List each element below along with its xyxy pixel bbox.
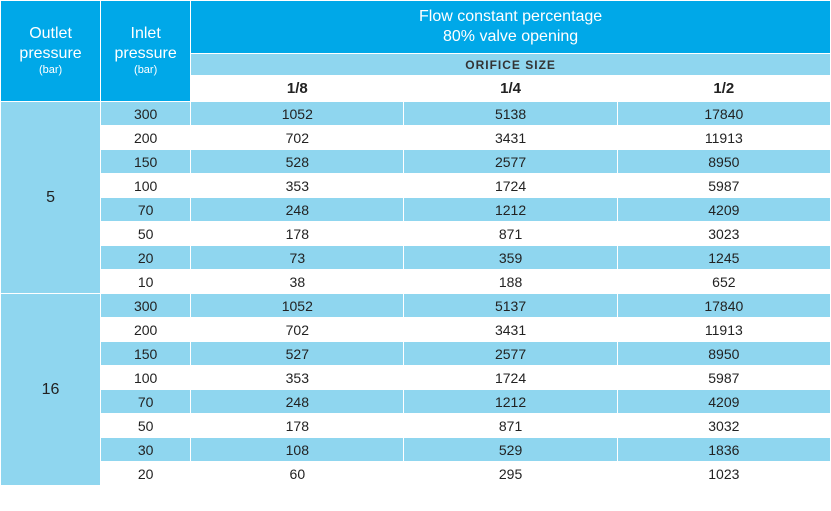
flow-value: 3431 bbox=[404, 318, 617, 342]
flow-value: 295 bbox=[404, 462, 617, 486]
inlet-pressure-value: 300 bbox=[101, 102, 191, 126]
inlet-pressure-value: 10 bbox=[101, 270, 191, 294]
flow-value: 702 bbox=[191, 318, 404, 342]
flow-value: 8950 bbox=[617, 342, 830, 366]
flow-value: 3023 bbox=[617, 222, 830, 246]
inlet-pressure-value: 200 bbox=[101, 126, 191, 150]
flow-value: 4209 bbox=[617, 390, 830, 414]
flow-value: 528 bbox=[191, 150, 404, 174]
flow-value: 248 bbox=[191, 390, 404, 414]
inlet-pressure-value: 100 bbox=[101, 174, 191, 198]
table-row: 7024812124209 bbox=[1, 390, 831, 414]
flow-value: 5987 bbox=[617, 366, 830, 390]
flow-value: 73 bbox=[191, 246, 404, 270]
table-row: 7024812124209 bbox=[1, 198, 831, 222]
flow-value: 871 bbox=[404, 414, 617, 438]
orifice-size-label: ORIFICE SIZE bbox=[191, 54, 831, 76]
flow-value: 3032 bbox=[617, 414, 830, 438]
inlet-pressure-value: 100 bbox=[101, 366, 191, 390]
flow-value: 8950 bbox=[617, 150, 830, 174]
table-row: 1038188652 bbox=[1, 270, 831, 294]
inlet-pressure-value: 50 bbox=[101, 222, 191, 246]
table-row: 200702343111913 bbox=[1, 126, 831, 150]
flow-value: 652 bbox=[617, 270, 830, 294]
flow-value: 4209 bbox=[617, 198, 830, 222]
inlet-unit: (bar) bbox=[105, 64, 186, 78]
orifice-col-2: 1/2 bbox=[617, 76, 830, 102]
flow-value: 1052 bbox=[191, 294, 404, 318]
inlet-label: Inlet pressure bbox=[115, 25, 177, 62]
inlet-pressure-header: Inlet pressure (bar) bbox=[101, 1, 191, 102]
table-row: 501788713032 bbox=[1, 414, 831, 438]
flow-value: 188 bbox=[404, 270, 617, 294]
table-row: 10035317245987 bbox=[1, 366, 831, 390]
flow-value: 17840 bbox=[617, 294, 830, 318]
flow-value: 2577 bbox=[404, 342, 617, 366]
inlet-pressure-value: 30 bbox=[101, 438, 191, 462]
table-row: 20602951023 bbox=[1, 462, 831, 486]
inlet-pressure-value: 70 bbox=[101, 390, 191, 414]
flow-value: 529 bbox=[404, 438, 617, 462]
flow-value: 17840 bbox=[617, 102, 830, 126]
table-row: 163001052513717840 bbox=[1, 294, 831, 318]
table-row: 301085291836 bbox=[1, 438, 831, 462]
flow-value: 527 bbox=[191, 342, 404, 366]
flow-value: 1836 bbox=[617, 438, 830, 462]
table-row: 501788713023 bbox=[1, 222, 831, 246]
flow-value: 1724 bbox=[404, 366, 617, 390]
flow-line1: Flow constant percentage bbox=[419, 8, 602, 25]
flow-value: 871 bbox=[404, 222, 617, 246]
flow-value: 5987 bbox=[617, 174, 830, 198]
flow-value: 5138 bbox=[404, 102, 617, 126]
outlet-label: Outlet pressure bbox=[19, 25, 81, 62]
flow-value: 11913 bbox=[617, 126, 830, 150]
flow-value: 1023 bbox=[617, 462, 830, 486]
flow-line2: 80% valve opening bbox=[443, 28, 578, 45]
flow-value: 353 bbox=[191, 174, 404, 198]
orifice-col-0: 1/8 bbox=[191, 76, 404, 102]
flow-value: 178 bbox=[191, 414, 404, 438]
table-row: 15052825778950 bbox=[1, 150, 831, 174]
table-row: 10035317245987 bbox=[1, 174, 831, 198]
flow-value: 1212 bbox=[404, 198, 617, 222]
flow-value: 5137 bbox=[404, 294, 617, 318]
inlet-pressure-value: 300 bbox=[101, 294, 191, 318]
inlet-pressure-value: 200 bbox=[101, 318, 191, 342]
flow-value: 1212 bbox=[404, 390, 617, 414]
flow-table: Outlet pressure (bar) Inlet pressure (ba… bbox=[0, 0, 831, 486]
table-row: 15052725778950 bbox=[1, 342, 831, 366]
flow-header: Flow constant percentage 80% valve openi… bbox=[191, 1, 831, 54]
flow-value: 2577 bbox=[404, 150, 617, 174]
outlet-unit: (bar) bbox=[5, 64, 96, 78]
table-row: 200702343111913 bbox=[1, 318, 831, 342]
flow-value: 178 bbox=[191, 222, 404, 246]
flow-value: 60 bbox=[191, 462, 404, 486]
flow-value: 353 bbox=[191, 366, 404, 390]
inlet-pressure-value: 20 bbox=[101, 246, 191, 270]
outlet-pressure-header: Outlet pressure (bar) bbox=[1, 1, 101, 102]
inlet-pressure-value: 70 bbox=[101, 198, 191, 222]
flow-value: 11913 bbox=[617, 318, 830, 342]
inlet-pressure-value: 150 bbox=[101, 342, 191, 366]
inlet-pressure-value: 50 bbox=[101, 414, 191, 438]
outlet-pressure-value: 16 bbox=[1, 294, 101, 486]
table-row: 53001052513817840 bbox=[1, 102, 831, 126]
flow-value: 1245 bbox=[617, 246, 830, 270]
table-row: 20733591245 bbox=[1, 246, 831, 270]
flow-value: 702 bbox=[191, 126, 404, 150]
outlet-pressure-value: 5 bbox=[1, 102, 101, 294]
flow-value: 359 bbox=[404, 246, 617, 270]
orifice-col-1: 1/4 bbox=[404, 76, 617, 102]
flow-value: 1724 bbox=[404, 174, 617, 198]
inlet-pressure-value: 20 bbox=[101, 462, 191, 486]
flow-value: 248 bbox=[191, 198, 404, 222]
flow-value: 3431 bbox=[404, 126, 617, 150]
flow-value: 38 bbox=[191, 270, 404, 294]
flow-value: 1052 bbox=[191, 102, 404, 126]
flow-value: 108 bbox=[191, 438, 404, 462]
inlet-pressure-value: 150 bbox=[101, 150, 191, 174]
